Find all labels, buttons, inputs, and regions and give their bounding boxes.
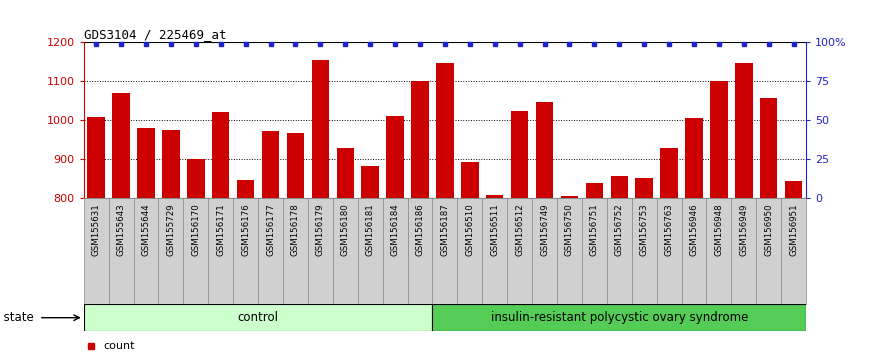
Text: GSM155644: GSM155644 [142, 204, 151, 256]
Bar [486, 195, 503, 198]
Text: count: count [104, 341, 135, 352]
Bar [635, 178, 653, 198]
Bar [358, 198, 382, 304]
Text: GSM156949: GSM156949 [739, 204, 748, 256]
Bar [183, 198, 208, 304]
Bar [632, 198, 656, 304]
Text: GSM156752: GSM156752 [615, 204, 624, 256]
Bar [286, 133, 304, 198]
Bar [283, 198, 307, 304]
Bar [511, 110, 529, 198]
Text: GSM156181: GSM156181 [366, 204, 374, 256]
Bar [262, 131, 279, 198]
Text: GSM156753: GSM156753 [640, 204, 648, 256]
Bar [707, 198, 731, 304]
Bar [785, 182, 803, 198]
Bar [756, 198, 781, 304]
Text: control: control [238, 311, 278, 324]
Bar [611, 176, 628, 198]
Text: GSM156179: GSM156179 [316, 204, 325, 256]
Bar [661, 148, 677, 198]
Bar [682, 198, 707, 304]
Bar [337, 148, 354, 198]
Bar [731, 198, 756, 304]
Bar [307, 198, 333, 304]
Bar [387, 116, 403, 198]
Bar [159, 198, 183, 304]
Bar [84, 304, 433, 331]
Bar [532, 198, 557, 304]
Text: GSM156187: GSM156187 [440, 204, 449, 256]
Bar [237, 179, 255, 198]
Bar [656, 198, 682, 304]
Text: GSM156171: GSM156171 [216, 204, 226, 256]
Bar [507, 198, 532, 304]
Bar [208, 198, 233, 304]
Bar [433, 304, 806, 331]
Bar [710, 81, 728, 198]
Bar [607, 198, 632, 304]
Text: GSM156177: GSM156177 [266, 204, 275, 256]
Bar [557, 198, 582, 304]
Text: insulin-resistant polycystic ovary syndrome: insulin-resistant polycystic ovary syndr… [491, 311, 748, 324]
Bar [461, 162, 478, 198]
Bar [382, 198, 408, 304]
Bar [482, 198, 507, 304]
Bar [187, 159, 204, 198]
Bar [108, 198, 134, 304]
Text: GSM156178: GSM156178 [291, 204, 300, 256]
Text: GSM156951: GSM156951 [789, 204, 798, 256]
Bar [411, 81, 429, 198]
Bar [333, 198, 358, 304]
Text: GSM156751: GSM156751 [590, 204, 599, 256]
Bar [685, 118, 703, 198]
Bar [436, 63, 454, 198]
Text: GSM156950: GSM156950 [764, 204, 774, 256]
Bar [87, 117, 105, 198]
Text: GSM156948: GSM156948 [714, 204, 723, 256]
Text: GSM155643: GSM155643 [116, 204, 126, 256]
Bar [162, 130, 180, 198]
Text: GSM156170: GSM156170 [191, 204, 200, 256]
Text: disease state: disease state [0, 311, 33, 324]
Bar [536, 102, 553, 198]
Bar [760, 98, 777, 198]
Bar [258, 198, 283, 304]
Bar [735, 63, 752, 198]
Bar [457, 198, 482, 304]
Bar [113, 93, 130, 198]
Bar [781, 198, 806, 304]
Bar [312, 60, 329, 198]
Text: GSM156512: GSM156512 [515, 204, 524, 256]
Text: GSM156750: GSM156750 [565, 204, 574, 256]
Text: GSM156180: GSM156180 [341, 204, 350, 256]
Text: GSM155729: GSM155729 [167, 204, 175, 256]
Text: GSM156510: GSM156510 [465, 204, 474, 256]
Bar [84, 198, 108, 304]
Text: GSM156946: GSM156946 [690, 204, 699, 256]
Bar [408, 198, 433, 304]
Bar [582, 198, 607, 304]
Bar [233, 198, 258, 304]
Bar [137, 128, 155, 198]
Bar [134, 198, 159, 304]
Text: GDS3104 / 225469_at: GDS3104 / 225469_at [84, 28, 226, 41]
Text: GSM156176: GSM156176 [241, 204, 250, 256]
Text: GSM156184: GSM156184 [390, 204, 400, 256]
Bar [560, 195, 578, 198]
Text: GSM156186: GSM156186 [416, 204, 425, 256]
Bar [212, 112, 229, 198]
Text: GSM155631: GSM155631 [92, 204, 100, 256]
Text: GSM156511: GSM156511 [490, 204, 500, 256]
Bar [586, 183, 603, 198]
Bar [433, 198, 457, 304]
Bar [361, 166, 379, 198]
Text: GSM156749: GSM156749 [540, 204, 549, 256]
Text: GSM156763: GSM156763 [664, 204, 674, 256]
